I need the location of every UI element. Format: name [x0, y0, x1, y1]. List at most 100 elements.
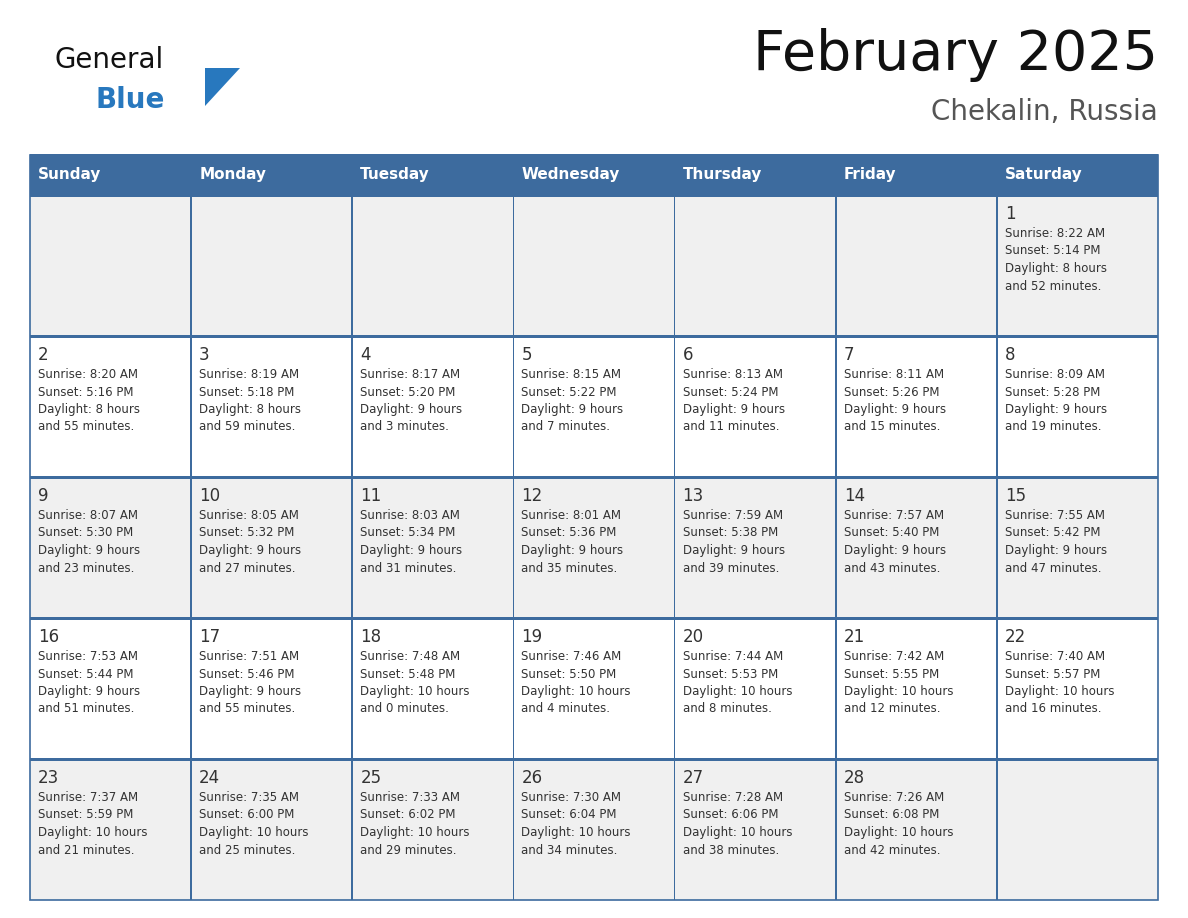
- Bar: [30, 759, 191, 900]
- Text: February 2025: February 2025: [753, 28, 1158, 82]
- Bar: [513, 618, 675, 759]
- Bar: [30, 155, 191, 195]
- Bar: [353, 195, 513, 336]
- Text: Monday: Monday: [200, 167, 266, 183]
- Text: 9: 9: [38, 487, 49, 505]
- Bar: [513, 155, 675, 195]
- Text: 22: 22: [1005, 628, 1026, 646]
- Bar: [997, 155, 1158, 195]
- Bar: [835, 618, 997, 759]
- Text: 3: 3: [200, 346, 210, 364]
- Text: 18: 18: [360, 628, 381, 646]
- Bar: [191, 155, 353, 195]
- Text: 15: 15: [1005, 487, 1026, 505]
- Text: 23: 23: [38, 769, 59, 787]
- Bar: [997, 477, 1158, 618]
- Text: Blue: Blue: [95, 86, 164, 114]
- Polygon shape: [206, 68, 240, 106]
- Text: Tuesday: Tuesday: [360, 167, 430, 183]
- Bar: [30, 195, 191, 336]
- Text: Sunrise: 8:17 AM
Sunset: 5:20 PM
Daylight: 9 hours
and 3 minutes.: Sunrise: 8:17 AM Sunset: 5:20 PM Dayligh…: [360, 368, 462, 433]
- Bar: [30, 476, 1158, 478]
- Text: 16: 16: [38, 628, 59, 646]
- Text: Friday: Friday: [843, 167, 896, 183]
- Bar: [191, 195, 353, 336]
- Bar: [996, 155, 998, 900]
- Text: Sunrise: 8:15 AM
Sunset: 5:22 PM
Daylight: 9 hours
and 7 minutes.: Sunrise: 8:15 AM Sunset: 5:22 PM Dayligh…: [522, 368, 624, 433]
- Text: Sunrise: 7:46 AM
Sunset: 5:50 PM
Daylight: 10 hours
and 4 minutes.: Sunrise: 7:46 AM Sunset: 5:50 PM Dayligh…: [522, 650, 631, 715]
- Bar: [191, 759, 353, 900]
- Bar: [353, 477, 513, 618]
- Text: Sunrise: 8:05 AM
Sunset: 5:32 PM
Daylight: 9 hours
and 27 minutes.: Sunrise: 8:05 AM Sunset: 5:32 PM Dayligh…: [200, 509, 302, 575]
- Text: 14: 14: [843, 487, 865, 505]
- Text: 8: 8: [1005, 346, 1016, 364]
- Text: Sunrise: 7:30 AM
Sunset: 6:04 PM
Daylight: 10 hours
and 34 minutes.: Sunrise: 7:30 AM Sunset: 6:04 PM Dayligh…: [522, 791, 631, 856]
- Text: Sunrise: 8:11 AM
Sunset: 5:26 PM
Daylight: 9 hours
and 15 minutes.: Sunrise: 8:11 AM Sunset: 5:26 PM Dayligh…: [843, 368, 946, 433]
- Text: Sunrise: 7:40 AM
Sunset: 5:57 PM
Daylight: 10 hours
and 16 minutes.: Sunrise: 7:40 AM Sunset: 5:57 PM Dayligh…: [1005, 650, 1114, 715]
- Bar: [353, 759, 513, 900]
- Bar: [997, 195, 1158, 336]
- Bar: [675, 336, 835, 477]
- Text: 2: 2: [38, 346, 49, 364]
- Bar: [353, 618, 513, 759]
- Bar: [191, 618, 353, 759]
- Bar: [191, 336, 353, 477]
- Bar: [835, 759, 997, 900]
- Text: 12: 12: [522, 487, 543, 505]
- Text: Sunrise: 7:37 AM
Sunset: 5:59 PM
Daylight: 10 hours
and 21 minutes.: Sunrise: 7:37 AM Sunset: 5:59 PM Dayligh…: [38, 791, 147, 856]
- Text: 26: 26: [522, 769, 543, 787]
- Bar: [675, 618, 835, 759]
- Bar: [835, 155, 836, 900]
- Bar: [835, 155, 997, 195]
- Bar: [30, 618, 191, 759]
- Text: General: General: [55, 46, 164, 74]
- Bar: [513, 195, 675, 336]
- Bar: [675, 477, 835, 618]
- Text: 20: 20: [683, 628, 703, 646]
- Text: 27: 27: [683, 769, 703, 787]
- Text: 7: 7: [843, 346, 854, 364]
- Text: 17: 17: [200, 628, 220, 646]
- Text: Sunrise: 7:55 AM
Sunset: 5:42 PM
Daylight: 9 hours
and 47 minutes.: Sunrise: 7:55 AM Sunset: 5:42 PM Dayligh…: [1005, 509, 1107, 575]
- Text: Sunrise: 7:51 AM
Sunset: 5:46 PM
Daylight: 9 hours
and 55 minutes.: Sunrise: 7:51 AM Sunset: 5:46 PM Dayligh…: [200, 650, 302, 715]
- Bar: [353, 155, 513, 195]
- Bar: [675, 195, 835, 336]
- Text: Sunrise: 7:59 AM
Sunset: 5:38 PM
Daylight: 9 hours
and 39 minutes.: Sunrise: 7:59 AM Sunset: 5:38 PM Dayligh…: [683, 509, 785, 575]
- Bar: [675, 155, 835, 195]
- Bar: [997, 618, 1158, 759]
- Bar: [997, 336, 1158, 477]
- Text: Sunday: Sunday: [38, 167, 101, 183]
- Bar: [30, 757, 1158, 760]
- Text: 19: 19: [522, 628, 543, 646]
- Bar: [352, 155, 353, 900]
- Text: Sunrise: 7:44 AM
Sunset: 5:53 PM
Daylight: 10 hours
and 8 minutes.: Sunrise: 7:44 AM Sunset: 5:53 PM Dayligh…: [683, 650, 792, 715]
- Text: 24: 24: [200, 769, 220, 787]
- Bar: [835, 477, 997, 618]
- Text: 13: 13: [683, 487, 703, 505]
- Bar: [675, 759, 835, 900]
- Text: Sunrise: 7:35 AM
Sunset: 6:00 PM
Daylight: 10 hours
and 25 minutes.: Sunrise: 7:35 AM Sunset: 6:00 PM Dayligh…: [200, 791, 309, 856]
- Bar: [30, 334, 1158, 338]
- Bar: [30, 336, 191, 477]
- Text: 5: 5: [522, 346, 532, 364]
- Bar: [190, 155, 192, 900]
- Text: 1: 1: [1005, 205, 1016, 223]
- Text: Sunrise: 7:57 AM
Sunset: 5:40 PM
Daylight: 9 hours
and 43 minutes.: Sunrise: 7:57 AM Sunset: 5:40 PM Dayligh…: [843, 509, 946, 575]
- Bar: [513, 759, 675, 900]
- Text: Chekalin, Russia: Chekalin, Russia: [931, 98, 1158, 126]
- Bar: [30, 155, 1158, 900]
- Bar: [353, 336, 513, 477]
- Text: Sunrise: 7:26 AM
Sunset: 6:08 PM
Daylight: 10 hours
and 42 minutes.: Sunrise: 7:26 AM Sunset: 6:08 PM Dayligh…: [843, 791, 953, 856]
- Text: 21: 21: [843, 628, 865, 646]
- Text: 6: 6: [683, 346, 693, 364]
- Text: Sunrise: 7:28 AM
Sunset: 6:06 PM
Daylight: 10 hours
and 38 minutes.: Sunrise: 7:28 AM Sunset: 6:06 PM Dayligh…: [683, 791, 792, 856]
- Bar: [191, 477, 353, 618]
- Text: 4: 4: [360, 346, 371, 364]
- Text: Sunrise: 7:33 AM
Sunset: 6:02 PM
Daylight: 10 hours
and 29 minutes.: Sunrise: 7:33 AM Sunset: 6:02 PM Dayligh…: [360, 791, 469, 856]
- Text: 10: 10: [200, 487, 220, 505]
- Text: 25: 25: [360, 769, 381, 787]
- Bar: [835, 336, 997, 477]
- Bar: [30, 194, 1158, 196]
- Bar: [674, 155, 675, 900]
- Bar: [513, 336, 675, 477]
